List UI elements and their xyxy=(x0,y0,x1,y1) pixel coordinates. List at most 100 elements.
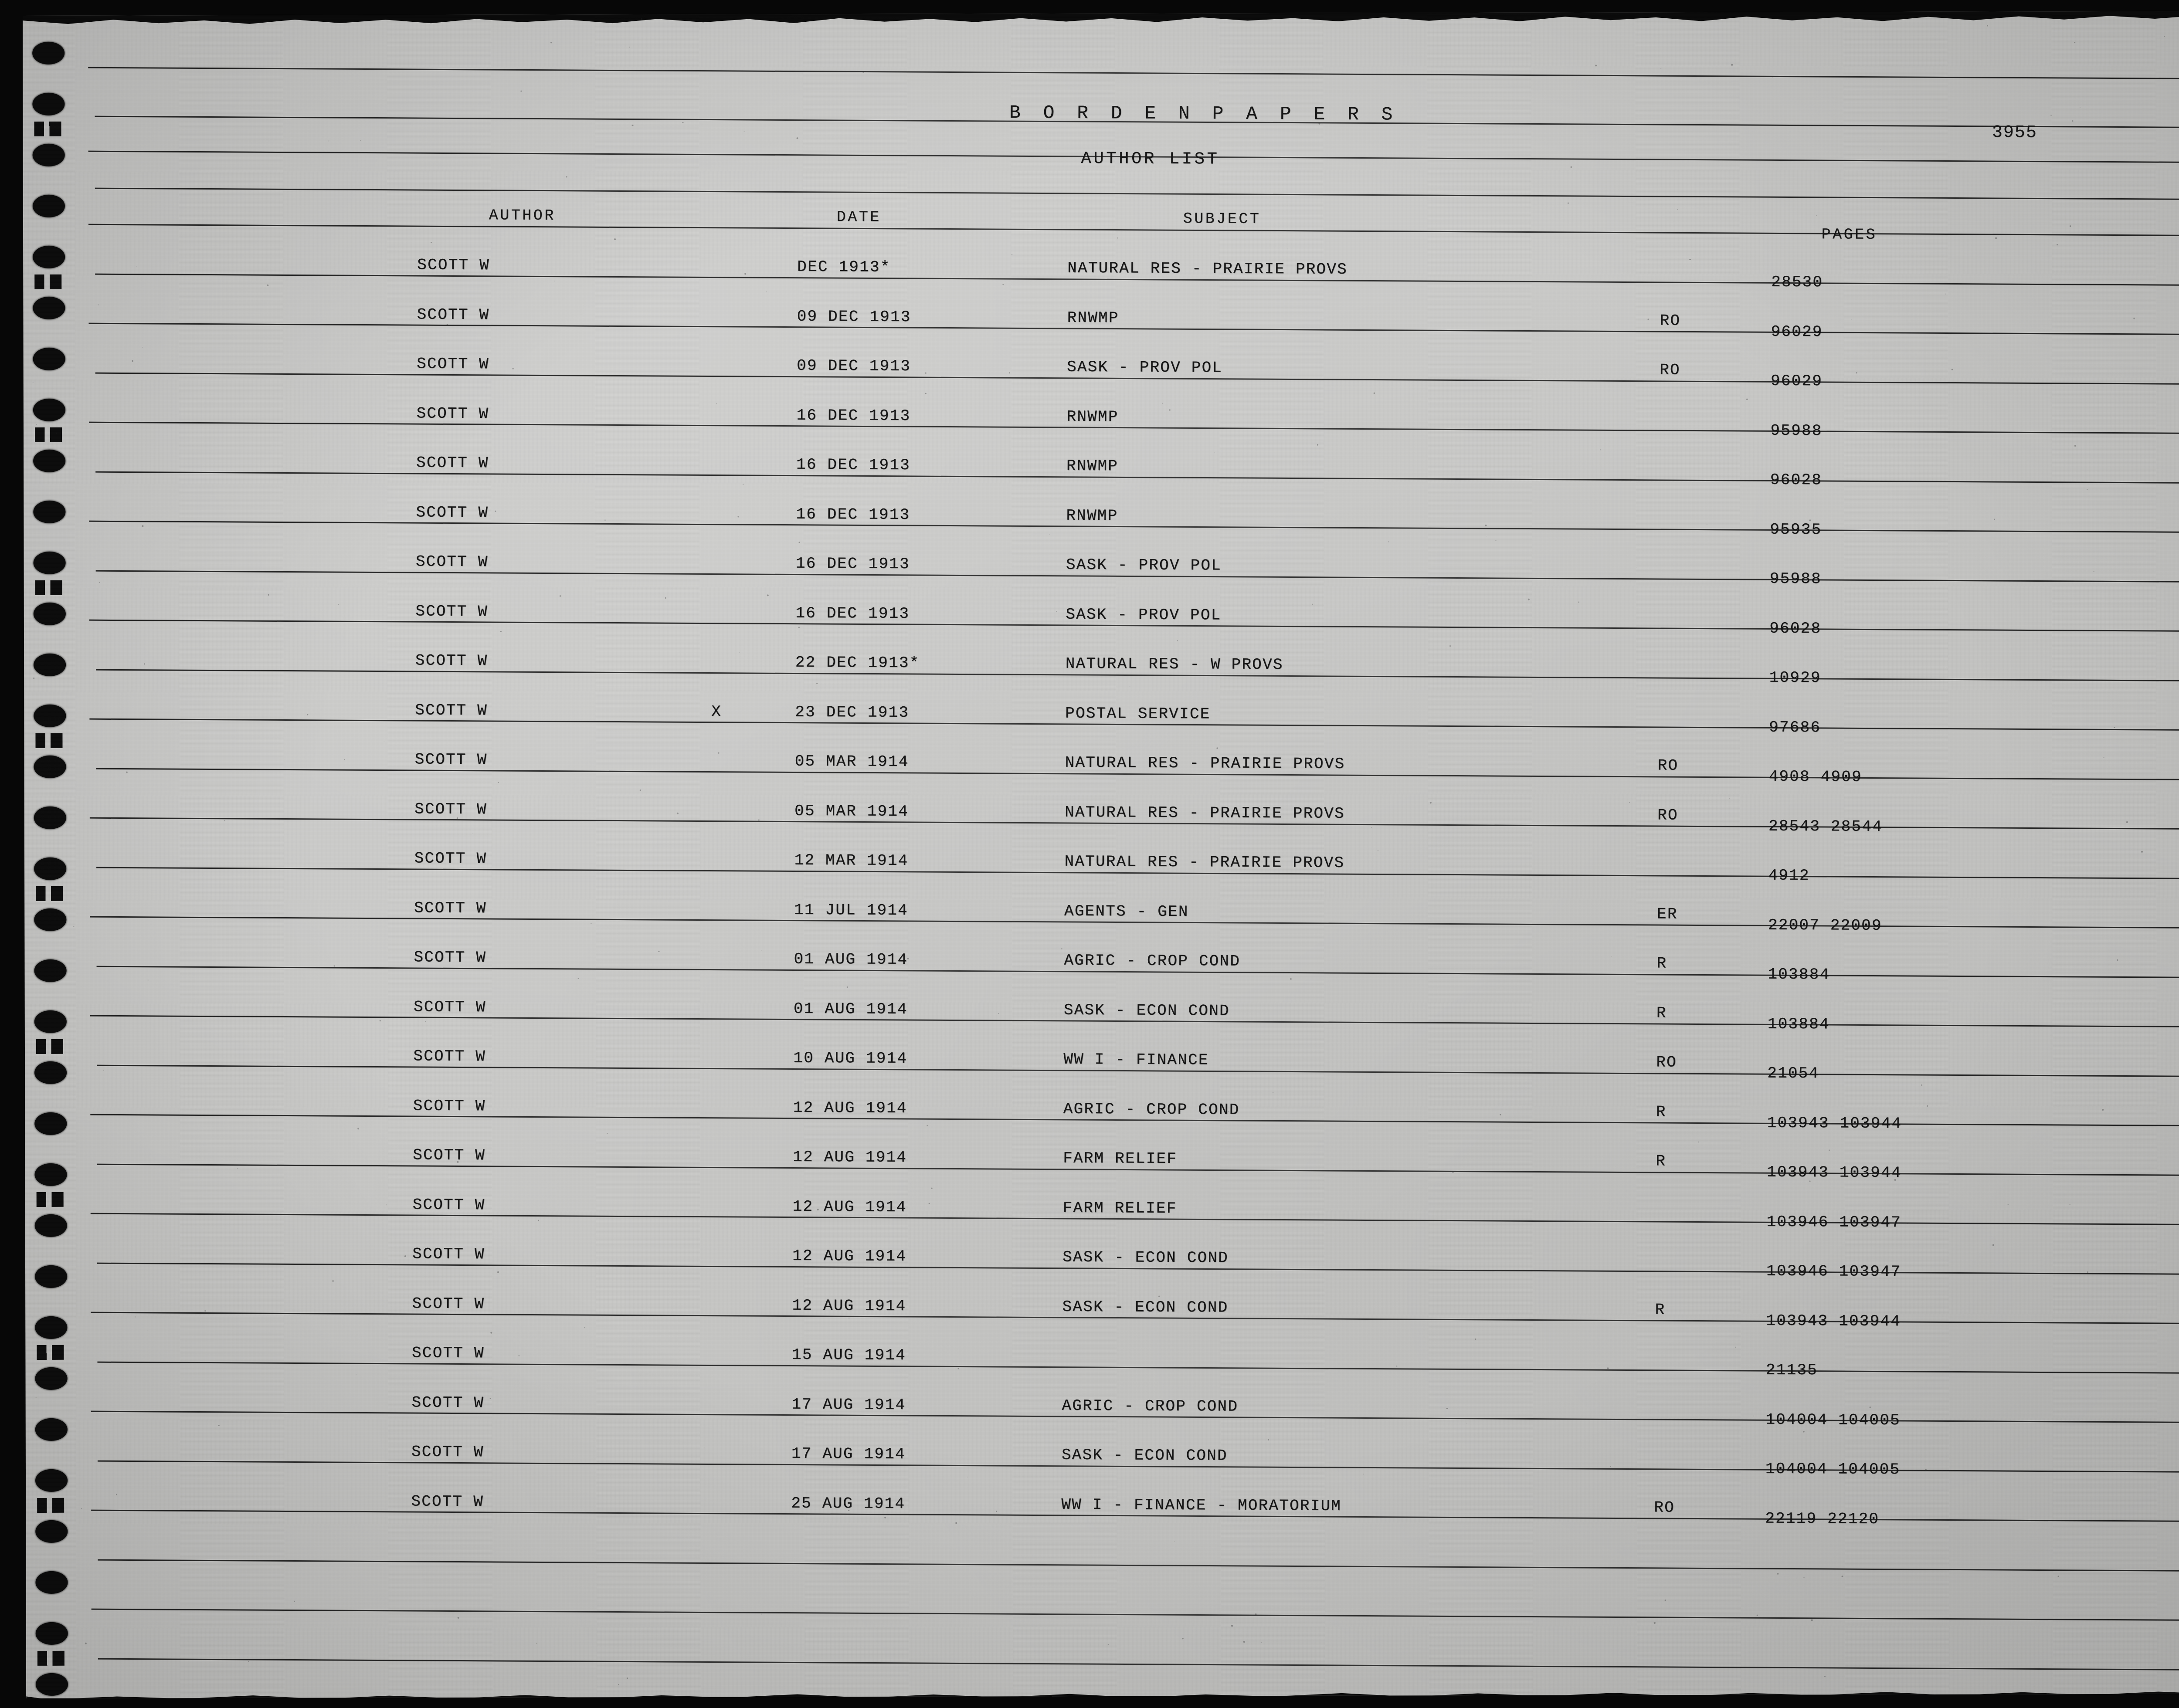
table-row: SCOTT W DEC 1913* NATURAL RES - PRAIRIE PR… xyxy=(23,254,2179,291)
paper-speck xyxy=(1243,1640,1245,1643)
paper-speck xyxy=(1117,237,1119,239)
row-date: 05 MAR 1914 xyxy=(794,802,909,820)
row-date: 01 AUG 1914 xyxy=(794,950,908,969)
paper-speck xyxy=(1182,1638,1184,1640)
row-code: RO xyxy=(1659,361,1680,379)
table-row: SCOTT W 16 DEC 1913 RNWMP 95935 xyxy=(23,502,2179,539)
paper-speck xyxy=(1647,318,1649,320)
row-subject: SASK - ECON COND xyxy=(1061,1446,1228,1465)
paper-speck xyxy=(1567,203,1569,204)
paper-speck xyxy=(518,1355,520,1356)
paper-speck xyxy=(1430,802,1432,804)
row-author: SCOTT W xyxy=(411,1344,485,1362)
paper-speck xyxy=(1987,25,1988,27)
row-author: SCOTT W xyxy=(412,1294,485,1313)
row-author: SCOTT W xyxy=(417,305,490,324)
row-pages: 96028 xyxy=(1770,471,1822,489)
row-date: 16 DEC 1913 xyxy=(796,406,911,425)
row-subject: AGRIC - CROP COND xyxy=(1062,1396,1239,1416)
paper-speck xyxy=(1952,369,1953,370)
row-subject: SASK - PROV POL xyxy=(1066,556,1222,575)
row-pages: 96028 xyxy=(1769,619,1822,637)
paper-speck xyxy=(2117,959,2118,961)
row-author: SCOTT W xyxy=(415,552,489,571)
table-row: SCOTT W 12 AUG 1914 AGRIC - CROP COND R 1039… xyxy=(23,1095,2179,1132)
paper-speck xyxy=(266,284,269,286)
row-subject: NATURAL RES - PRAIRIE PROVS xyxy=(1067,259,1347,278)
row-subject: AGENTS - GEN xyxy=(1064,902,1189,921)
row-flag-marker: X xyxy=(711,702,722,721)
paper-speck xyxy=(1735,1346,1736,1348)
row-pages: 22007 22009 xyxy=(1768,916,1882,935)
paper-speck xyxy=(294,1601,295,1602)
continuous-form-paper: FORMALINER MOORE BUSINESS FORMS LTD. B O… xyxy=(23,11,2179,1698)
row-date: 16 DEC 1913 xyxy=(796,455,910,474)
table-row: SCOTT W X 23 DEC 1913 POSTAL SERVICE 97686 xyxy=(23,699,2179,736)
table-row: SCOTT W 05 MAR 1914 NATURAL RES - PRAIRIE … xyxy=(23,798,2179,835)
row-code: R xyxy=(1656,1102,1666,1121)
row-date: 12 AUG 1914 xyxy=(792,1247,907,1266)
paper-speck xyxy=(446,324,448,326)
page-title: B O R D E N P A P E R S xyxy=(1009,102,1398,125)
row-author: SCOTT W xyxy=(417,355,489,373)
row-pages: 28530 xyxy=(1771,273,1823,291)
paper-speck xyxy=(2007,1204,2009,1205)
row-pages: 103946 103947 xyxy=(1766,1262,1901,1281)
row-author: SCOTT W xyxy=(414,750,488,769)
row-subject: NATURAL RES - PRAIRIE PROVS xyxy=(1064,803,1345,823)
row-pages: 95988 xyxy=(1769,569,1822,588)
row-subject: NATURAL RES - W PROVS xyxy=(1065,654,1283,674)
row-author: SCOTT W xyxy=(415,651,488,670)
paper-speck xyxy=(907,958,909,960)
row-author: SCOTT W xyxy=(411,1393,485,1412)
row-author: SCOTT W xyxy=(416,503,489,522)
paper-speck xyxy=(1809,519,1811,522)
row-date: 17 AUG 1914 xyxy=(791,1444,906,1464)
paper-speck xyxy=(115,1494,117,1495)
column-header-subject: SUBJECT xyxy=(1183,210,1261,228)
table-row: SCOTT W 16 DEC 1913 SASK - PROV POL 95988 xyxy=(23,551,2179,588)
row-author: SCOTT W xyxy=(414,800,487,818)
row-subject: FARM RELIEF xyxy=(1062,1199,1177,1217)
row-pages: 95988 xyxy=(1770,421,1823,440)
table-row: SCOTT W 05 MAR 1914 NATURAL RES - PRAIRIE … xyxy=(23,749,2179,786)
row-code: RO xyxy=(1656,1053,1677,1071)
table-row: SCOTT W 16 DEC 1913 RNWMP 95988 xyxy=(23,403,2179,440)
paper-speck xyxy=(1841,1576,1843,1577)
column-header-date: DATE xyxy=(836,208,881,226)
row-date: 12 AUG 1914 xyxy=(792,1296,906,1315)
row-subject: RNWMP xyxy=(1067,308,1119,327)
table-row: SCOTT W 16 DEC 1913 SASK - PROV POL 96028 xyxy=(23,600,2179,637)
row-author: SCOTT W xyxy=(414,948,487,967)
paper-speck xyxy=(333,965,335,967)
row-subject: NATURAL RES - PRAIRIE PROVS xyxy=(1064,852,1345,872)
table-row: SCOTT W 09 DEC 1913 SASK - PROV POL RO 96029 xyxy=(23,353,2179,390)
table-row: SCOTT W 15 AUG 1914 21135 xyxy=(23,1342,2179,1379)
table-row: SCOTT W 12 MAR 1914 NATURAL RES - PRAIRIE … xyxy=(23,847,2179,885)
row-author: SCOTT W xyxy=(411,1492,484,1511)
row-code: RO xyxy=(1660,311,1681,330)
row-author: SCOTT W xyxy=(414,849,487,868)
paper-speck xyxy=(1894,1179,1896,1181)
paper-speck xyxy=(846,986,848,988)
row-code: ER xyxy=(1656,905,1678,923)
row-subject: FARM RELIEF xyxy=(1063,1149,1178,1168)
paper-speck xyxy=(56,433,57,434)
paper-speck xyxy=(816,682,818,685)
paper-speck xyxy=(224,820,226,821)
paper-speck xyxy=(1107,1644,1109,1645)
row-subject: SASK - ECON COND xyxy=(1062,1298,1229,1317)
paper-speck xyxy=(798,626,800,628)
table-row: SCOTT W 22 DEC 1913* NATURAL RES - W PROVS… xyxy=(23,650,2179,687)
row-subject: AGRIC - CROP COND xyxy=(1064,951,1241,970)
row-date: 23 DEC 1913 xyxy=(795,703,910,722)
table-row: SCOTT W 12 AUG 1914 SASK - ECON COND R 10394… xyxy=(23,1293,2179,1330)
row-date: 12 AUG 1914 xyxy=(792,1197,907,1216)
row-date: 22 DEC 1913* xyxy=(795,653,920,672)
typed-content-layer: B O R D E N P A P E R S 3955 AUTHOR LIST… xyxy=(23,15,2179,1698)
paper-speck xyxy=(1169,409,1171,411)
table-row: SCOTT W 01 AUG 1914 SASK - ECON COND R 10388… xyxy=(23,996,2179,1033)
row-date: 01 AUG 1914 xyxy=(793,1000,908,1018)
page-number: 3955 xyxy=(1992,123,2037,143)
